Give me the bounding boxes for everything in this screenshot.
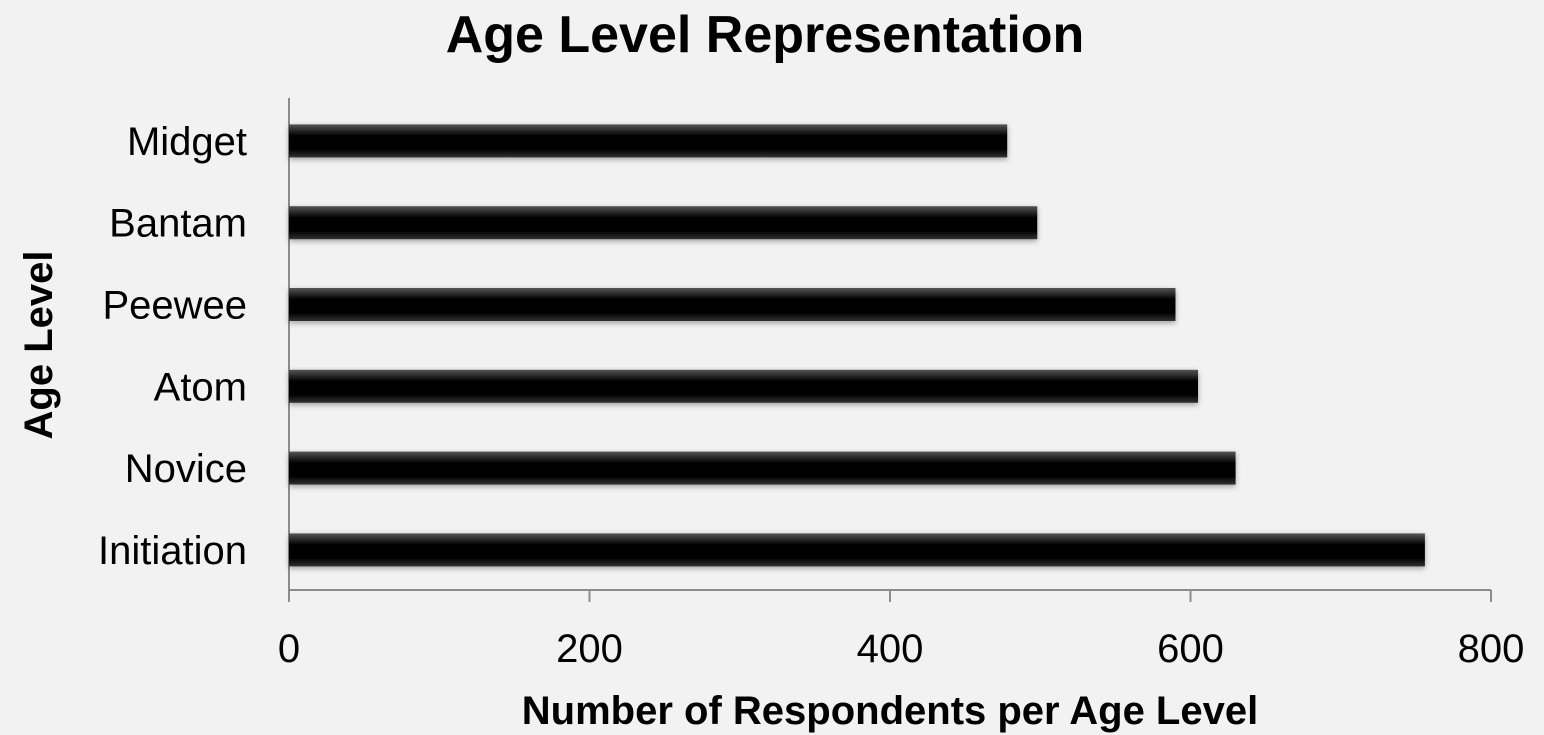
y-tick-label: Midget [127,120,247,164]
x-tick-label: 400 [857,627,924,671]
plot-area: 0 200 400 600 800 Midget Bantam Peewee Atom Novic… [98,98,1524,671]
bar-initiation [289,533,1425,567]
chart-title: Age Level Representation [446,6,1085,64]
x-tick-label: 600 [1157,627,1224,671]
x-tick-label: 800 [1458,627,1525,671]
y-tick-label: Peewee [102,284,247,328]
bar-atom [289,369,1199,403]
y-axis-title: Age Level [17,251,61,440]
x-axis-title: Number of Respondents per Age Level [522,689,1258,733]
y-tick-label: Bantam [109,202,247,246]
y-tick-label: Novice [125,447,247,491]
bar-bantam [289,206,1038,240]
x-tick-label: 200 [556,627,623,671]
bar-peewee [289,288,1176,321]
bar-novice [289,451,1236,485]
y-tick-label: Initiation [98,529,247,573]
y-tick-label: Atom [154,365,247,409]
bar-midget [289,124,1008,158]
x-tick-label: 0 [278,627,300,671]
